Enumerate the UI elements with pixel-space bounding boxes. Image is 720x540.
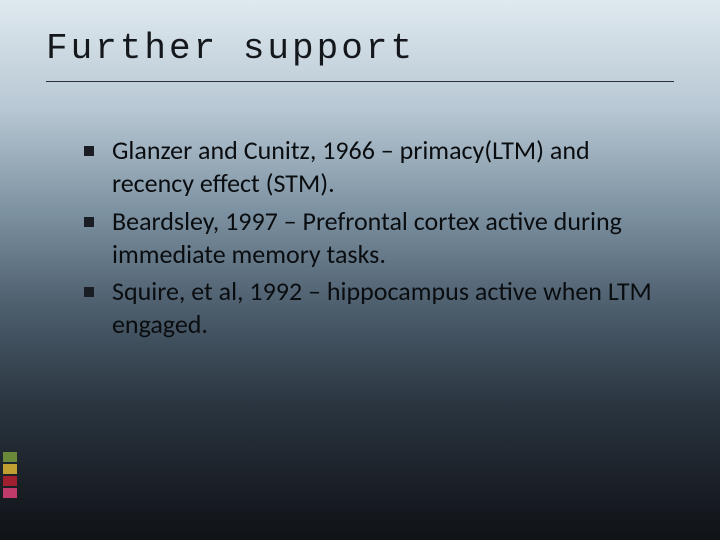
title-underline: [46, 81, 674, 82]
accent-bar: [3, 452, 17, 462]
accent-bar: [3, 488, 17, 498]
accent-bars: [3, 450, 17, 498]
list-item: Beardsley, 1997 – Prefrontal cortex acti…: [78, 205, 664, 272]
list-item: Squire, et al, 1992 – hippocampus active…: [78, 275, 664, 342]
title-region: Further support: [46, 28, 674, 82]
slide: Further support Glanzer and Cunitz, 1966…: [0, 0, 720, 540]
slide-title: Further support: [46, 28, 674, 79]
accent-bar: [3, 476, 17, 486]
body-region: Glanzer and Cunitz, 1966 – primacy(LTM) …: [78, 134, 664, 346]
list-item: Glanzer and Cunitz, 1966 – primacy(LTM) …: [78, 134, 664, 201]
bullet-list: Glanzer and Cunitz, 1966 – primacy(LTM) …: [78, 134, 664, 342]
accent-bar: [3, 464, 17, 474]
